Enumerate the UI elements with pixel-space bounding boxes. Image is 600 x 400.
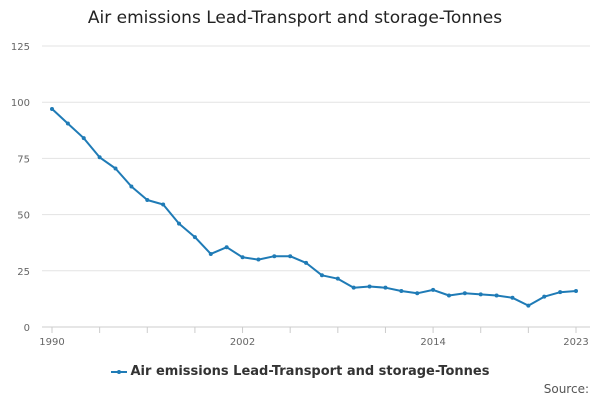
data-point[interactable] xyxy=(272,254,277,259)
data-point[interactable] xyxy=(558,290,563,295)
series-line xyxy=(51,108,577,307)
data-point[interactable] xyxy=(65,121,70,126)
data-point[interactable] xyxy=(50,106,54,111)
x-tick-label: 2023 xyxy=(563,337,588,348)
data-point[interactable] xyxy=(145,197,150,202)
legend-label: Air emissions Lead-Transport and storage… xyxy=(130,364,490,379)
data-point[interactable] xyxy=(288,254,293,259)
data-point[interactable] xyxy=(335,276,340,281)
data-point[interactable] xyxy=(399,289,404,294)
chart-title: Air emissions Lead-Transport and storage… xyxy=(87,8,503,28)
y-tick-label: 125 xyxy=(11,42,30,53)
data-point[interactable] xyxy=(383,285,388,290)
data-point[interactable] xyxy=(256,257,261,262)
y-tick-label: 25 xyxy=(17,267,30,278)
data-point[interactable] xyxy=(161,202,166,207)
legend-swatch xyxy=(110,369,127,374)
x-tick-label: 2002 xyxy=(230,337,255,348)
data-point[interactable] xyxy=(208,251,213,256)
data-point[interactable] xyxy=(494,293,499,298)
data-point[interactable] xyxy=(574,289,578,294)
y-tick-label: 0 xyxy=(24,323,30,334)
gridlines xyxy=(42,45,590,272)
data-point[interactable] xyxy=(240,255,245,260)
data-point[interactable] xyxy=(367,284,372,289)
x-axis: 1990 2002 2014 2023 xyxy=(39,326,590,348)
data-point[interactable] xyxy=(97,155,102,160)
y-tick-label: 75 xyxy=(17,154,30,165)
data-point[interactable] xyxy=(478,292,483,297)
data-point[interactable] xyxy=(224,245,229,250)
data-point[interactable] xyxy=(192,235,197,240)
data-point[interactable] xyxy=(351,285,356,290)
source-label: Source: xyxy=(543,382,589,396)
data-point[interactable] xyxy=(510,295,515,300)
data-point[interactable] xyxy=(431,287,436,292)
x-tick-label: 1990 xyxy=(39,337,64,348)
legend-swatch-marker xyxy=(116,369,121,374)
y-tick-label: 50 xyxy=(17,211,30,222)
data-point[interactable] xyxy=(526,303,531,308)
data-point[interactable] xyxy=(81,136,86,141)
data-point[interactable] xyxy=(177,221,182,226)
legend[interactable]: Air emissions Lead-Transport and storage… xyxy=(0,364,600,379)
data-point[interactable] xyxy=(542,294,547,299)
series xyxy=(50,106,578,308)
data-point[interactable] xyxy=(129,184,134,189)
data-point[interactable] xyxy=(446,293,451,298)
x-tick-label: 2014 xyxy=(420,337,445,348)
data-point[interactable] xyxy=(113,166,118,171)
y-axis: 0 25 50 75 100 125 xyxy=(11,42,30,334)
data-point[interactable] xyxy=(304,260,309,265)
data-point[interactable] xyxy=(415,291,420,296)
data-point[interactable] xyxy=(319,273,324,278)
data-point[interactable] xyxy=(462,291,467,296)
y-tick-label: 100 xyxy=(11,98,30,109)
